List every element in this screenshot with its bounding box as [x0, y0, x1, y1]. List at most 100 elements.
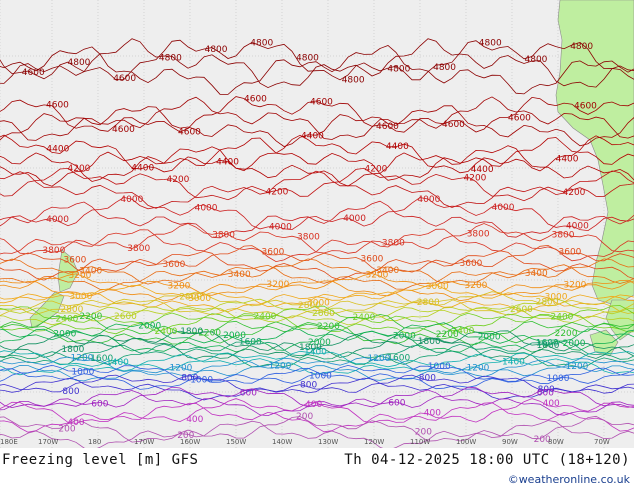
- contour-label: 4800: [525, 55, 548, 65]
- isoline-4200: [0, 170, 634, 209]
- contour-label: 3800: [212, 230, 235, 240]
- valid-time: Th 04-12-2025 18:00 UTC (18+120): [344, 452, 630, 468]
- contour-label: 1000: [71, 368, 94, 378]
- isoline-1400: [0, 350, 634, 371]
- longitude-label: 130W: [318, 438, 338, 446]
- contour-label: 200: [534, 435, 551, 445]
- isoline-400: [0, 402, 634, 433]
- contour-label: 400: [305, 400, 322, 410]
- contour-label: 3800: [382, 238, 405, 248]
- contour-label: 4600: [112, 125, 135, 135]
- contour-label: 200: [177, 431, 194, 441]
- contour-label: 4600: [244, 95, 267, 105]
- longitude-label: 150W: [226, 438, 246, 446]
- contour-label: 4600: [46, 101, 69, 111]
- contour-label: 400: [67, 418, 84, 428]
- contour-label: 3800: [127, 244, 150, 254]
- isoline-2400: [0, 312, 634, 335]
- contour-label: 800: [300, 381, 317, 391]
- contour-label: 1200: [368, 354, 391, 364]
- isoline-3000: [0, 291, 634, 313]
- isoline-600: [0, 389, 634, 417]
- contour-label: 3800: [467, 230, 490, 240]
- contour-label: 200: [58, 425, 75, 435]
- contour-label: 4000: [195, 203, 218, 213]
- contour-labels: 4600 4800 4600 4800 4800 4800 4800 4800 4800 4800…: [22, 38, 597, 445]
- contour-label: 2400: [254, 312, 277, 322]
- isoline-2400: [0, 305, 634, 332]
- contour-label: 3000: [426, 282, 449, 292]
- contour-label: 2200: [198, 329, 221, 339]
- isoline-4800: [0, 39, 634, 81]
- freezing-level-map[interactable]: 4600 4800 4600 4800 4800 4800 4800 4800 4800 4800…: [0, 0, 634, 448]
- contour-label: 2600: [114, 312, 137, 322]
- isoline-4000: [0, 196, 634, 232]
- contour-label: 3800: [552, 231, 575, 241]
- isoline-3200: [0, 279, 634, 302]
- contour-label: 800: [419, 374, 436, 384]
- contour-label: 3200: [168, 281, 191, 291]
- contour-label: 4600: [310, 97, 333, 107]
- contour-label: 2000: [223, 331, 246, 341]
- contour-label: 4800: [296, 54, 319, 64]
- contour-label: 1600: [90, 354, 113, 364]
- longitude-label: 120W: [364, 438, 384, 446]
- isoline-600: [0, 386, 634, 409]
- longitude-label: 80W: [548, 438, 564, 446]
- contour-label: 1200: [566, 362, 589, 372]
- contour-label: 4200: [365, 165, 388, 175]
- contour-label: 2000: [53, 330, 76, 340]
- contour-label: 1800: [61, 345, 84, 355]
- contour-label: 1000: [428, 362, 451, 372]
- longitude-label: 170W: [38, 438, 58, 446]
- isoline-4800: [0, 45, 634, 95]
- contour-label: 2400: [353, 313, 376, 323]
- isoline-1000: [0, 364, 634, 384]
- isoline-3400: [0, 258, 634, 285]
- contour-label: 1800: [537, 341, 560, 351]
- graticule: [0, 0, 634, 448]
- contour-label: 600: [537, 389, 554, 399]
- contour-label: 600: [91, 400, 108, 410]
- contour-label: 4800: [479, 38, 502, 48]
- contour-label: 200: [296, 412, 313, 422]
- contour-label: 3600: [559, 247, 582, 257]
- contour-label: 3600: [262, 247, 285, 257]
- isoline-4600: [0, 96, 634, 141]
- contour-label: 4400: [386, 142, 409, 152]
- contour-label: 1600: [387, 354, 410, 364]
- isoline-2600: [0, 298, 634, 322]
- contour-label: 4600: [113, 74, 136, 84]
- isoline-800: [0, 377, 634, 401]
- isoline-200: [0, 420, 634, 448]
- longitude-label: 160W: [180, 438, 200, 446]
- contour-label: 4200: [68, 164, 91, 174]
- isoline-4600: [0, 96, 634, 133]
- contour-label: 3800: [297, 233, 320, 243]
- contour-label: 4000: [269, 223, 292, 233]
- isoline-3000: [0, 284, 634, 308]
- site-credit[interactable]: ©weatheronline.co.uk: [507, 473, 630, 486]
- contour-label: 2400: [551, 312, 574, 322]
- contour-label: 2400: [155, 327, 178, 337]
- contour-label: 2800: [536, 297, 559, 307]
- isoline-3800: [0, 228, 634, 263]
- isoline-4800: [0, 38, 634, 89]
- contour-label: 3400: [525, 269, 548, 279]
- contour-label: 3200: [366, 271, 389, 281]
- isoline-800: [0, 374, 634, 393]
- contour-label: 4400: [131, 163, 154, 173]
- contour-label: 3600: [163, 260, 186, 270]
- contour-label: 3200: [564, 281, 587, 291]
- contour-label: 1800: [299, 343, 322, 353]
- contour-label: 1000: [309, 372, 332, 382]
- map-footer: [0, 448, 634, 490]
- contour-label: 3600: [460, 259, 483, 269]
- contour-label: 2800: [298, 301, 321, 311]
- isoline-1200: [0, 356, 634, 377]
- isoline-1600: [0, 341, 634, 365]
- isoline-4600: [0, 105, 634, 147]
- contour-label: 1600: [239, 338, 262, 348]
- contour-label: 2200: [79, 312, 102, 322]
